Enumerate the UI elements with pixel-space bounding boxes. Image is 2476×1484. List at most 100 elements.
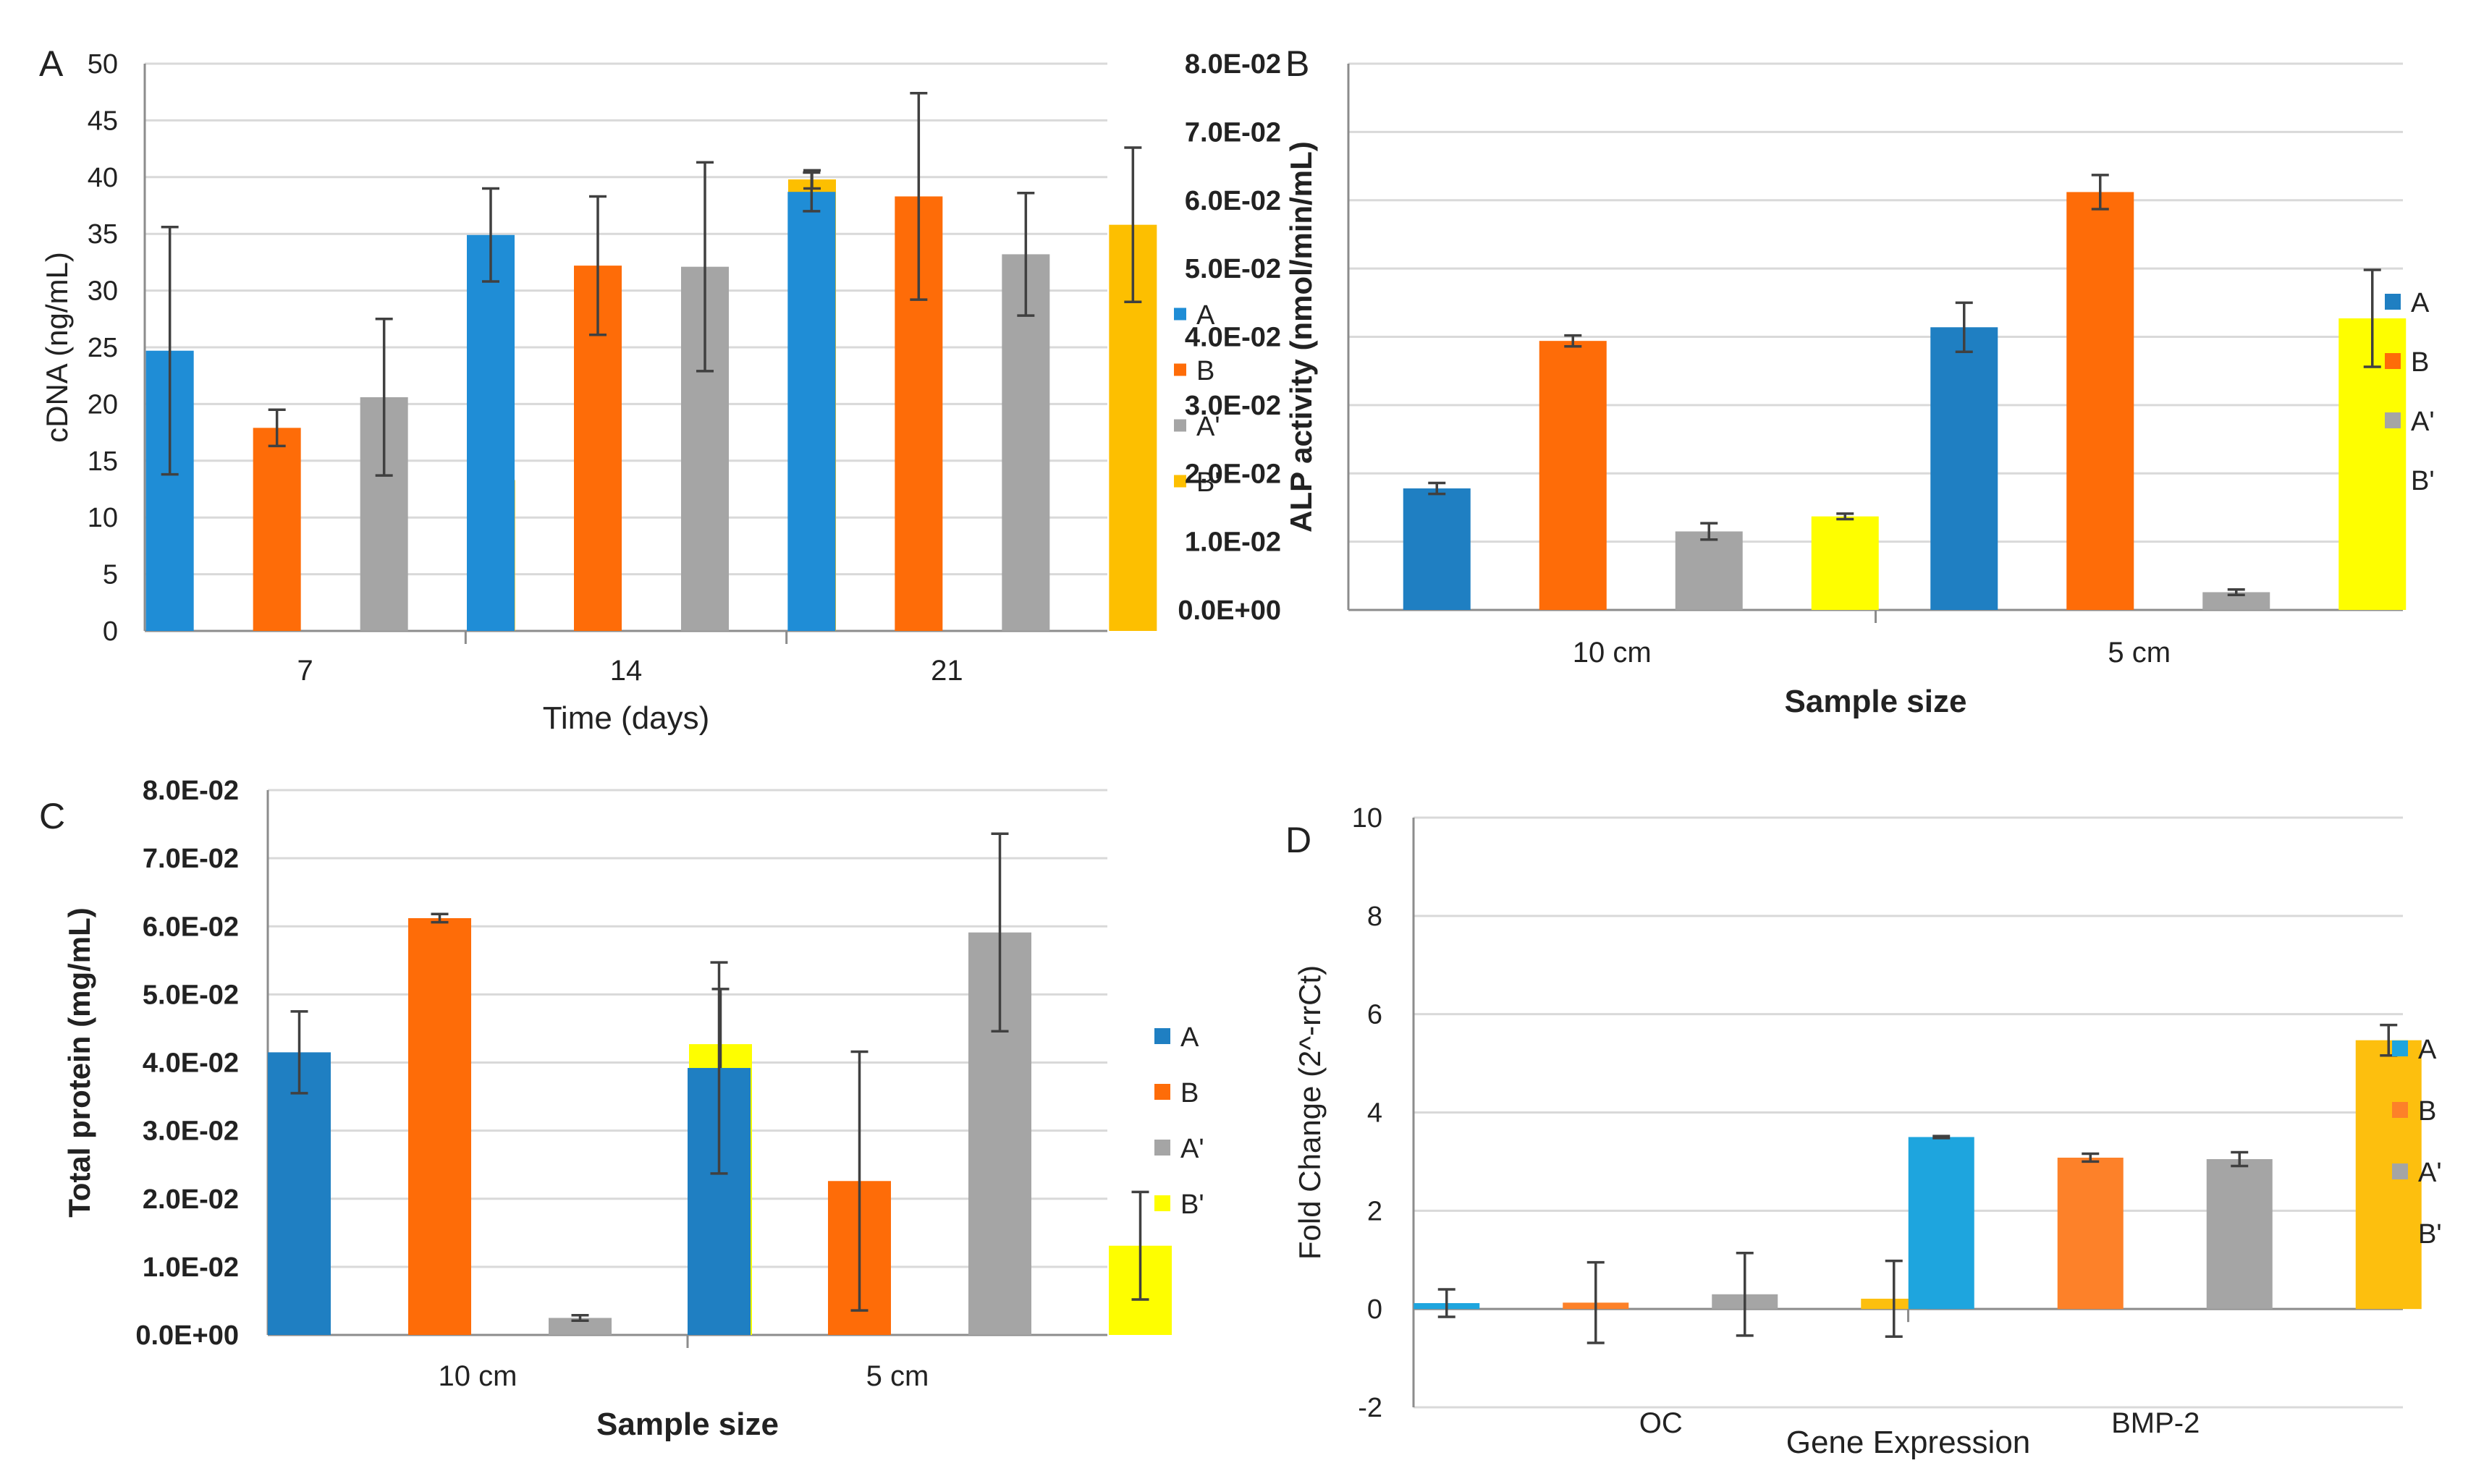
bar bbox=[2066, 192, 2134, 610]
legend-swatch bbox=[2392, 1163, 2408, 1179]
y-tick-label: 5.0E-02 bbox=[1185, 254, 1281, 284]
legend-label: A bbox=[1196, 300, 1215, 331]
y-tick-label: 2.0E-02 bbox=[143, 1184, 239, 1215]
y-tick-label: 40 bbox=[88, 163, 118, 193]
error-bar bbox=[1017, 192, 1035, 317]
legend-label: B' bbox=[2411, 466, 2435, 496]
legend-swatch bbox=[1154, 1084, 1170, 1100]
y-tick-label: 2.0E-02 bbox=[1185, 459, 1281, 489]
bar bbox=[408, 917, 471, 1335]
bar bbox=[1908, 1137, 1974, 1310]
error-bar bbox=[696, 161, 714, 373]
y-tick-label: 35 bbox=[88, 219, 118, 250]
panel-label: B bbox=[1285, 43, 1309, 84]
legend-swatch bbox=[2392, 1225, 2408, 1241]
y-tick-label: 8.0E-02 bbox=[1185, 49, 1281, 80]
error-bar bbox=[1437, 1288, 1455, 1318]
legend-label: B bbox=[2411, 347, 2429, 378]
y-tick-label: 4 bbox=[1367, 1098, 1382, 1129]
chart-panel-b: B 0.0E+00 1.0E-02 2.0E-02 3.0E-02 4.0E-02 5.0E… bbox=[1178, 43, 2434, 719]
bar bbox=[787, 192, 836, 632]
x-tick-label: 5 cm bbox=[866, 1360, 929, 1392]
legend: AB A' B' bbox=[2385, 288, 2435, 496]
bar bbox=[1930, 327, 1998, 610]
y-tick-label: 10 bbox=[1352, 803, 1382, 834]
error-bar bbox=[1586, 1260, 1605, 1344]
bar bbox=[2206, 1159, 2273, 1310]
error-bar bbox=[482, 187, 499, 283]
y-tick-label: 0 bbox=[103, 616, 118, 647]
y-tick-label: 0.0E+00 bbox=[1178, 595, 1281, 626]
legend-swatch bbox=[1174, 308, 1186, 321]
legend-swatch bbox=[2392, 1040, 2408, 1056]
x-tick-label: 21 bbox=[931, 655, 963, 687]
y-tick-label: 3.0E-02 bbox=[1185, 391, 1281, 421]
error-bar bbox=[1124, 146, 1142, 304]
legend-label: A bbox=[2411, 288, 2430, 318]
error-bar bbox=[1428, 481, 1446, 496]
legend-label: A' bbox=[2418, 1158, 2442, 1188]
y-tick-label: 8 bbox=[1367, 902, 1382, 932]
legend-swatch bbox=[1154, 1195, 1170, 1211]
bar bbox=[253, 428, 301, 631]
legend: AB A' B' bbox=[1174, 300, 1220, 498]
y-tick-label: 50 bbox=[88, 49, 118, 80]
x-tick-label: 10 cm bbox=[1573, 637, 1652, 669]
y-axis-title: Fold Change (2^-rrCt) bbox=[1293, 965, 1327, 1260]
y-tick-label: 7.0E-02 bbox=[143, 844, 239, 874]
y-tick-label: 5.0E-02 bbox=[143, 980, 239, 1010]
y-axis-title: cDNA (ng/mL) bbox=[40, 252, 74, 443]
legend-swatch bbox=[2392, 1102, 2408, 1118]
bar bbox=[1002, 254, 1050, 631]
x-tick-label: BMP-2 bbox=[2111, 1407, 2200, 1439]
error-bar bbox=[571, 1313, 589, 1322]
x-axis-title: Sample size bbox=[596, 1407, 779, 1442]
chart-panel-d: D -2 0 2 4 6 8 10 OC BMP-2 Gene Expression Fold Cha… bbox=[1285, 803, 2442, 1460]
y-tick-label: 6 bbox=[1367, 1000, 1382, 1030]
y-axis-title: ALP activity (nmol/min/mL) bbox=[1284, 141, 1318, 533]
error-bar bbox=[1564, 334, 1582, 348]
bar bbox=[467, 234, 515, 631]
y-tick-label: 45 bbox=[88, 106, 118, 136]
error-bar bbox=[991, 832, 1009, 1033]
legend-label: A' bbox=[1180, 1134, 1204, 1164]
x-tick-label: 5 cm bbox=[2108, 637, 2171, 669]
y-tick-label: 8.0E-02 bbox=[143, 776, 239, 806]
x-tick-label: 7 bbox=[297, 655, 313, 687]
bar bbox=[2355, 1040, 2422, 1310]
legend-label: B bbox=[1196, 356, 1214, 386]
legend-swatch bbox=[1174, 419, 1186, 432]
error-bar bbox=[431, 912, 449, 924]
error-bar bbox=[375, 318, 393, 477]
bar bbox=[1403, 488, 1471, 610]
y-tick-label: 7.0E-02 bbox=[1185, 117, 1281, 148]
legend-swatch bbox=[2385, 412, 2401, 428]
error-bar bbox=[589, 195, 607, 336]
error-bar bbox=[2231, 1150, 2249, 1168]
error-bar bbox=[1955, 301, 1973, 354]
chart-panel-c: C 0.0E+00 1.0E-02 2.0E-02 3.0E-02 4.0E-02 5.0E… bbox=[39, 776, 1204, 1442]
error-bar bbox=[710, 961, 728, 1175]
error-bar bbox=[2227, 588, 2245, 596]
y-tick-label: 4.0E-02 bbox=[143, 1048, 239, 1079]
legend-swatch bbox=[1174, 475, 1186, 488]
error-bar bbox=[2082, 1152, 2100, 1163]
x-tick-label: 14 bbox=[610, 655, 643, 687]
error-bar bbox=[850, 1050, 869, 1312]
x-axis-title: Time (days) bbox=[543, 700, 710, 736]
y-tick-label: 20 bbox=[88, 389, 118, 420]
legend-swatch bbox=[1154, 1140, 1170, 1156]
bar bbox=[1539, 341, 1607, 610]
legend-label: A' bbox=[1196, 412, 1220, 442]
legend-label: B' bbox=[1196, 467, 1220, 498]
error-bar bbox=[803, 171, 821, 213]
error-bar bbox=[161, 226, 179, 476]
panel-label: D bbox=[1285, 820, 1311, 860]
legend: AB A' B' bbox=[1154, 1022, 1204, 1220]
legend-label: A bbox=[1180, 1022, 1199, 1053]
y-tick-label: 25 bbox=[88, 333, 118, 363]
legend-label: B bbox=[1180, 1078, 1199, 1108]
y-tick-label: 6.0E-02 bbox=[1185, 186, 1281, 216]
x-tick-label: 10 cm bbox=[439, 1360, 517, 1392]
